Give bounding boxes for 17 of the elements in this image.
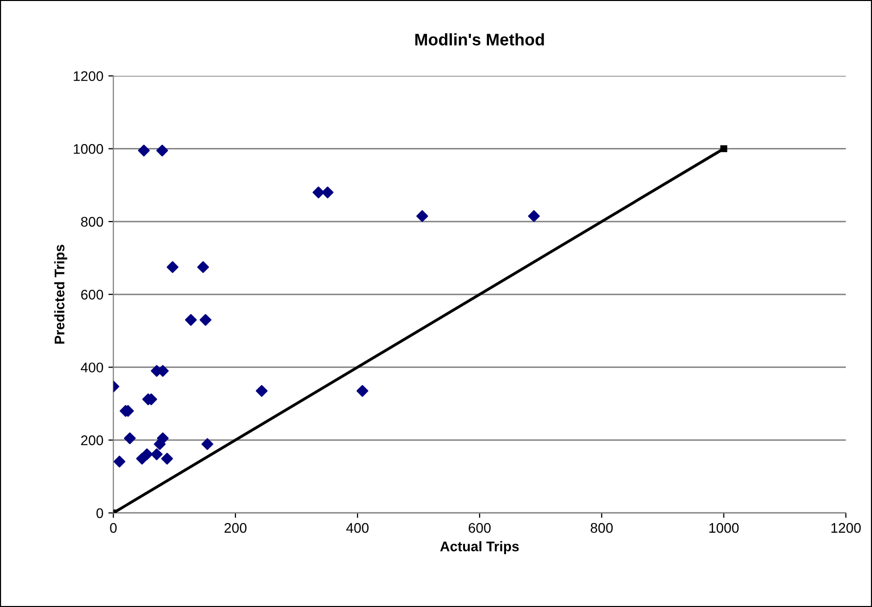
x-tick-label: 1200 — [831, 523, 861, 533]
y-tick-label: 400 — [80, 362, 104, 372]
x-axis-title: Actual Trips — [440, 541, 519, 554]
x-tick-label: 800 — [590, 523, 613, 533]
y-tick-label: 1200 — [74, 71, 104, 82]
y-tick-label: 600 — [81, 290, 104, 300]
x-tick-label: 400 — [346, 523, 369, 533]
x-tick-label: 600 — [468, 523, 491, 533]
y-tick-label: 1000 — [74, 144, 104, 154]
x-tick-label: 0 — [110, 523, 117, 533]
chart-title: Modlin's Method — [415, 33, 544, 46]
y-tick-label: 0 — [96, 508, 104, 518]
y-axis-title: Predicted Trips — [54, 244, 68, 344]
x-tick-label: 1000 — [709, 523, 739, 533]
y-tick-label: 800 — [81, 216, 104, 227]
x-tick-label: 200 — [224, 523, 246, 533]
y-tick-label: 200 — [81, 435, 104, 446]
